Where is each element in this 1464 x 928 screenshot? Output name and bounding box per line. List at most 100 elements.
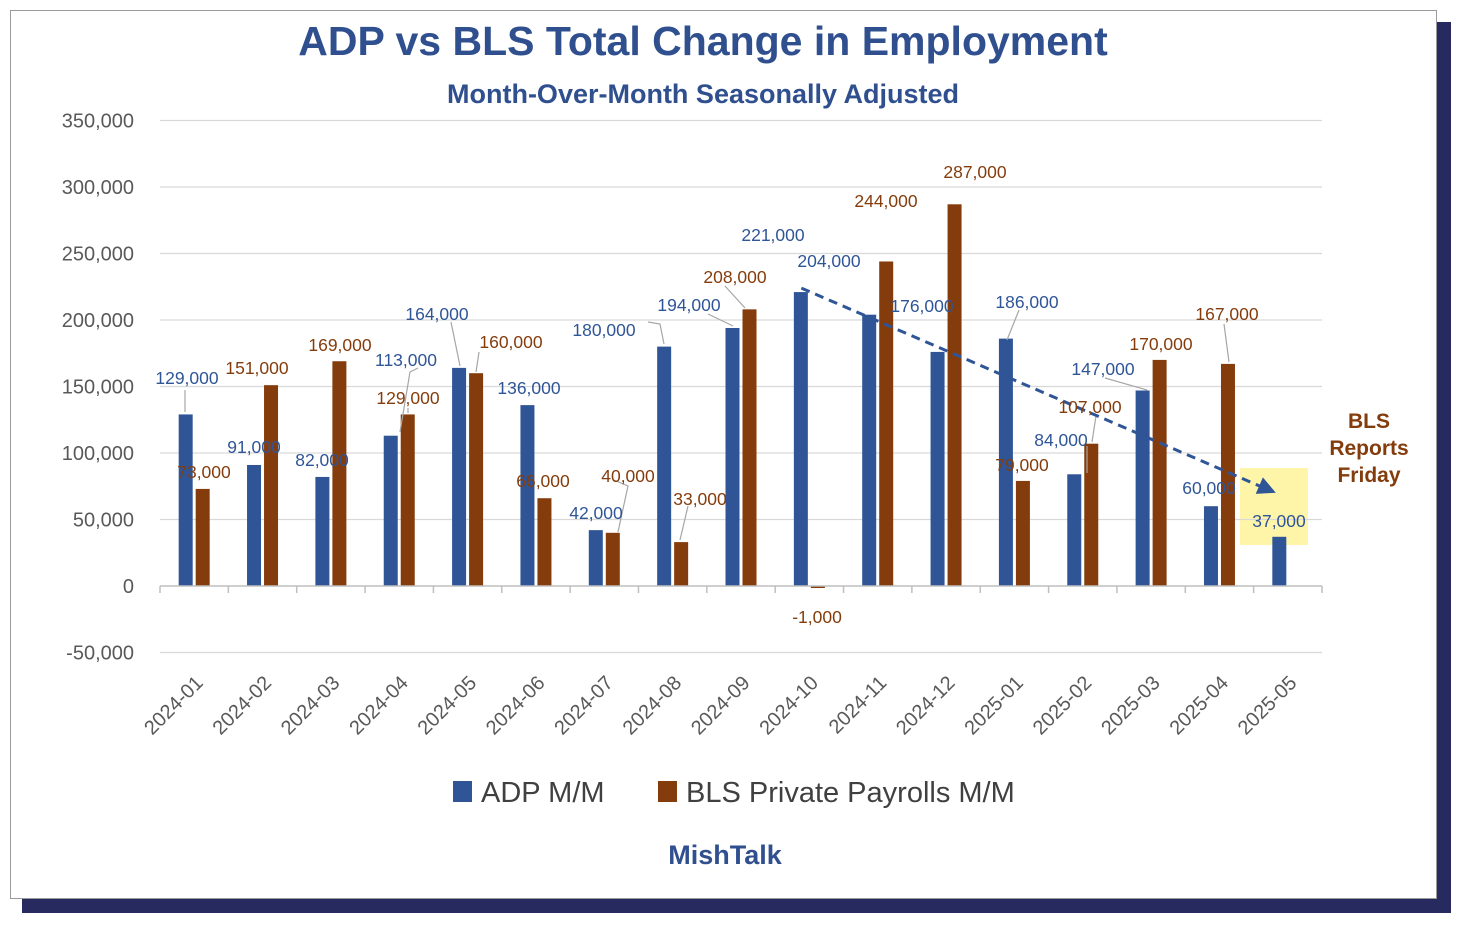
annotation-line-2: Reports: [1329, 437, 1408, 460]
annotation-line-3: Friday: [1337, 464, 1400, 487]
gridlines: [160, 119, 1322, 654]
leader-line: [647, 321, 665, 345]
x-tick-label: 2024-05: [414, 672, 481, 739]
trend-arrowhead: [1255, 477, 1276, 494]
y-tick-label: 0: [123, 576, 134, 598]
legend-label-adp: ADP M/M: [481, 777, 605, 809]
annotation-bls-reports-friday: BLS Reports Friday: [1329, 410, 1408, 487]
leader-line: [450, 321, 461, 367]
bar-adp: [588, 530, 603, 586]
bar-bls: [1152, 359, 1167, 586]
data-label-bls: 107,000: [1058, 397, 1122, 417]
trend-line: [800, 286, 1265, 490]
bar-bls: [1015, 480, 1030, 586]
leader-line: [1006, 309, 1020, 341]
chart-title: ADP vs BLS Total Change in Employment: [298, 18, 1108, 64]
x-tick-label: 2024-07: [550, 672, 617, 739]
bar-adp: [725, 327, 740, 586]
bar-adp: [520, 405, 535, 586]
data-label-adp: 186,000: [995, 292, 1059, 312]
y-tick-label: 250,000: [62, 244, 134, 266]
data-label-bls: 170,000: [1129, 334, 1193, 354]
x-tick-label: 2024-06: [482, 672, 549, 739]
data-label-bls: 160,000: [479, 332, 543, 352]
data-label-adp: 136,000: [497, 378, 561, 398]
bar-adp: [1067, 474, 1082, 586]
bar-adp: [1135, 390, 1150, 586]
bar-adp: [1272, 536, 1287, 586]
leader-line: [1091, 415, 1097, 443]
bar-bls: [195, 488, 210, 586]
y-tick-label: 100,000: [62, 443, 134, 465]
legend: ADP M/M BLS Private Payrolls M/M: [453, 777, 1015, 809]
data-label-bls: 129,000: [376, 388, 440, 408]
y-tick-label: 300,000: [62, 177, 134, 199]
bar-adp: [657, 346, 672, 586]
x-tick-label: 2024-12: [892, 672, 959, 739]
data-label-adp: 82,000: [295, 450, 349, 470]
data-label-bls: 40,000: [601, 466, 655, 486]
x-tick-label: 2024-08: [619, 672, 686, 739]
y-tick-label: 50,000: [73, 510, 134, 532]
x-tick-label: 2025-02: [1029, 672, 1096, 739]
legend-label-bls: BLS Private Payrolls M/M: [686, 777, 1015, 809]
data-label-adp: 180,000: [572, 320, 636, 340]
chart-subtitle: Month-Over-Month Seasonally Adjusted: [447, 79, 959, 109]
bar-bls: [947, 204, 962, 587]
data-label-bls: 66,000: [516, 471, 570, 491]
legend-swatch-adp: [453, 781, 472, 802]
bar-adp: [998, 338, 1013, 586]
data-label-adp: 113,000: [375, 350, 437, 370]
data-label-adp: 129,000: [155, 368, 219, 388]
x-tick-label: 2024-01: [140, 672, 207, 739]
bar-adp: [383, 435, 398, 586]
data-label-adp: 84,000: [1034, 430, 1088, 450]
chart-frame: [10, 10, 1437, 899]
data-label-bls: -1,000: [792, 607, 842, 627]
bars: [178, 204, 1287, 588]
bar-bls: [537, 498, 552, 586]
data-label-adp: 164,000: [405, 304, 469, 324]
bar-adp: [930, 351, 945, 586]
data-label-bls: 244,000: [854, 191, 918, 211]
bar-bls: [264, 385, 279, 586]
annotation-line-1: BLS: [1348, 410, 1390, 433]
y-tick-label: -50,000: [66, 643, 134, 665]
bar-adp: [452, 367, 467, 586]
data-label-adp: 147,000: [1071, 359, 1135, 379]
leader-line: [724, 285, 746, 309]
data-label-adp: 60,000: [1182, 478, 1236, 498]
data-label-bls: 33,000: [673, 489, 727, 509]
data-label-bls: 151,000: [225, 358, 289, 378]
y-tick-label: 150,000: [62, 377, 134, 399]
y-axis-ticks: 350,000 300,000 250,000 200,000 150,000 100,0…: [62, 111, 134, 665]
leader-line: [679, 505, 689, 541]
x-tick-label: 2025-03: [1097, 672, 1164, 739]
bar-adp: [862, 314, 877, 586]
legend-swatch-bls: [658, 781, 677, 802]
data-label-adp: 194,000: [657, 295, 721, 315]
bar-bls: [742, 309, 757, 586]
data-label-adp: 91,000: [227, 437, 281, 457]
bar-bls: [810, 586, 825, 588]
highlight-box: [1240, 468, 1308, 545]
data-label-bls: 169,000: [308, 335, 372, 355]
data-label-bls: 79,000: [995, 455, 1049, 475]
data-label-adp: 221,000: [741, 225, 805, 245]
x-tick-label: 2024-03: [277, 672, 344, 739]
bar-adp: [1203, 506, 1218, 586]
trend-arrow: [800, 286, 1276, 494]
leader-line: [613, 479, 629, 533]
data-label-adp: 204,000: [797, 251, 861, 271]
bar-bls: [879, 261, 894, 586]
data-label-bls: 287,000: [943, 162, 1007, 182]
y-tick-label: 200,000: [62, 310, 134, 332]
data-labels: 129,000 91,000 82,000 113,000 164,000 136,000…: [155, 162, 1306, 627]
x-tick-label: 2024-02: [209, 672, 276, 739]
x-tick-label: 2024-04: [345, 672, 412, 739]
footer-mishtalk: MishTalk: [668, 840, 783, 870]
label-leader-lines: [184, 285, 1230, 541]
x-tick-label: 2025-01: [960, 672, 1027, 739]
leader-line: [707, 313, 734, 327]
